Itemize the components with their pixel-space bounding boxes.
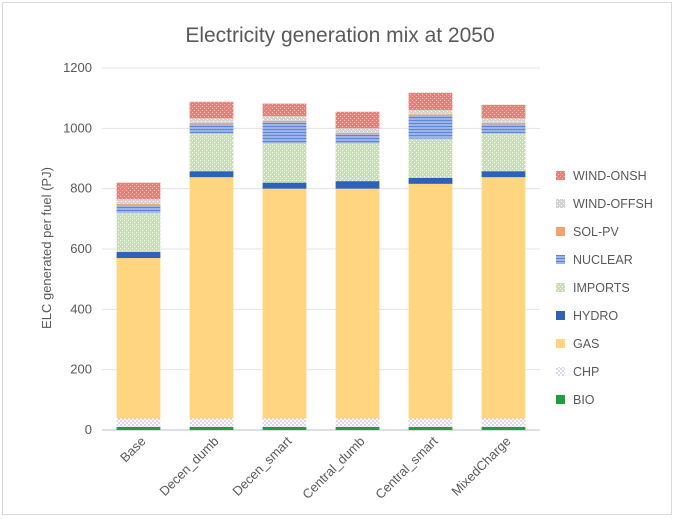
legend-label: CHP (573, 365, 599, 379)
legend-swatch-wind-onsh (556, 171, 565, 180)
y-axis-label: ELC generated per fuel (PJ) (39, 167, 54, 329)
bar-segment-chp (481, 418, 526, 427)
bar-segment-nuclear (189, 124, 234, 134)
y-tick-label: 600 (70, 241, 92, 256)
bar-segment-wind-onsh (262, 103, 307, 117)
x-tick-label: MixedCharge (448, 434, 513, 499)
bar-segment-chp (116, 418, 161, 427)
bar-segment-bio (408, 426, 453, 430)
bar-segment-nuclear (116, 205, 161, 213)
bar-segment-nuclear (262, 122, 307, 144)
bar-segment-bio (116, 426, 161, 430)
legend-label: NUCLEAR (573, 253, 633, 267)
legend-label: SOL-PV (573, 225, 620, 239)
x-tick-label: Base (117, 434, 149, 466)
bar-segment-chp (189, 418, 234, 427)
bar-segment-imports (116, 212, 161, 253)
bar-segment-imports (335, 143, 380, 182)
x-tick-label: Central_dumb (299, 434, 367, 502)
bar-segment-gas (189, 177, 234, 419)
bar-segment-chp (408, 418, 453, 427)
legend: WIND-ONSH WIND-OFFSH SOL-PV NUCLEAR IMPORTS H… (556, 169, 653, 407)
bar-segment-sol-pv (408, 114, 453, 116)
x-tick-label: Decen_smart (229, 433, 295, 499)
x-tick-labels: Base Decen_dumb Decen_smart Central_dumb Cen… (117, 433, 514, 502)
legend-swatch-imports (556, 283, 565, 292)
bar-segment-hydro (116, 252, 161, 259)
bar-segment-nuclear (335, 134, 380, 144)
y-tick-label: 400 (70, 301, 92, 316)
bar-segment-imports (262, 143, 307, 183)
bar-segment-wind-offsh (189, 118, 234, 123)
bar-segment-hydro (408, 177, 453, 184)
bar-segment-bio (335, 426, 380, 430)
bar-segment-wind-onsh (481, 104, 526, 119)
y-tick-label: 800 (70, 181, 92, 196)
bar-segment-imports (481, 133, 526, 172)
legend-label: HYDRO (573, 309, 618, 323)
grid-lines (102, 67, 540, 431)
y-tick-label: 200 (70, 362, 92, 377)
bar-segment-wind-offsh (116, 199, 161, 204)
bar-segment-wind-onsh (408, 92, 453, 110)
legend-label: GAS (573, 337, 599, 351)
bar-segment-gas (262, 188, 307, 419)
bar-segment-bio (262, 426, 307, 430)
bar-segment-gas (408, 183, 453, 419)
legend-swatch-bio (556, 395, 565, 404)
bar-segment-wind-onsh (189, 101, 234, 119)
bar-segment-imports (408, 138, 453, 178)
legend-swatch-hydro (556, 311, 565, 320)
bar-segment-chp (335, 418, 380, 427)
bar-segment-hydro (335, 181, 380, 189)
legend-label: BIO (573, 393, 595, 407)
bar-segment-bio (481, 426, 526, 430)
bar-segment-sol-pv (335, 132, 380, 135)
legend-swatch-sol-pv (556, 227, 565, 236)
legend-label: WIND-ONSH (573, 169, 647, 183)
bar-segment-bio (189, 426, 234, 430)
chart-title: Electricity generation mix at 2050 (185, 24, 494, 47)
legend-label: IMPORTS (573, 281, 630, 295)
y-tick-label: 1200 (63, 60, 92, 75)
bar-segment-wind-offsh (408, 109, 453, 115)
bar-segment-wind-onsh (116, 182, 161, 200)
bar-segment-wind-offsh (262, 116, 307, 121)
bar-segment-sol-pv (116, 203, 161, 206)
bar-segment-wind-onsh (335, 111, 380, 129)
y-tick-label: 0 (85, 422, 92, 437)
bar-segment-nuclear (481, 124, 526, 134)
bar-segment-hydro (189, 171, 234, 178)
legend-swatch-gas (556, 339, 565, 348)
bar-segment-gas (335, 188, 380, 419)
bar-segment-nuclear (408, 115, 453, 139)
legend-swatch-wind-offsh (556, 199, 565, 208)
bar-segment-hydro (481, 171, 526, 178)
bar-segment-wind-offsh (481, 118, 526, 123)
y-tick-label: 1000 (63, 120, 92, 135)
bar-segment-hydro (262, 182, 307, 189)
legend-label: WIND-OFFSH (573, 197, 653, 211)
legend-swatch-nuclear (556, 255, 565, 264)
x-tick-label: Decen_dumb (156, 434, 221, 499)
bar-segment-chp (262, 418, 307, 427)
bar-segment-imports (189, 133, 234, 172)
bar-segment-sol-pv (189, 122, 234, 125)
y-tick-labels: 0 200 400 600 800 1000 1200 (63, 60, 92, 437)
bar-segment-gas (116, 258, 161, 419)
bars (116, 92, 526, 430)
legend-swatch-chp (556, 367, 565, 376)
bar-segment-wind-offsh (335, 128, 380, 133)
bar-segment-sol-pv (262, 120, 307, 123)
bar-segment-sol-pv (481, 122, 526, 125)
x-tick-label: Central_smart (372, 433, 441, 502)
bar-segment-gas (481, 177, 526, 419)
